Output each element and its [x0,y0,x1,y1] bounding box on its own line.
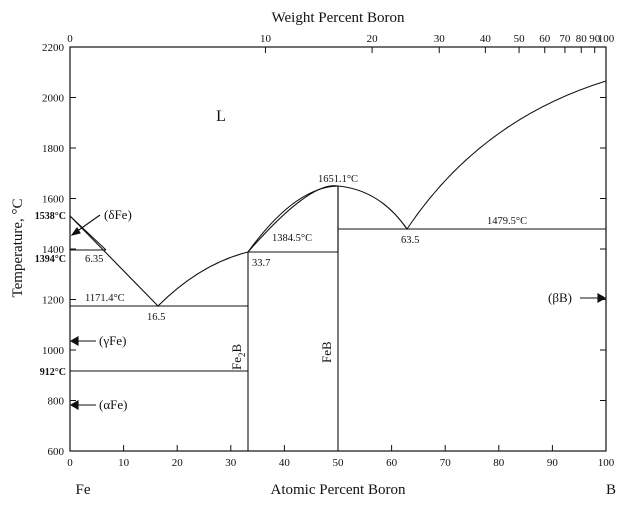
y-axis-ticks: 600 800 1000 1200 1400 1600 1800 2000 2200 [42,42,606,458]
end-label-fe: Fe [76,482,91,498]
delta-fe-label: (δFe) [104,207,132,222]
y-tick-label: 2000 [42,93,65,105]
end-label-b: B [606,482,616,498]
comp-33-7: 33.7 [252,258,270,269]
top-tick-label: 100 [598,33,615,45]
arrowhead-beta-b [597,293,607,303]
fe2b-label-main: Fe [229,357,244,370]
beta-b-label: (βB) [548,290,572,305]
top-axis-title: Weight Percent Boron [272,10,405,26]
x-tick-label: 90 [547,457,559,469]
comp-63-5: 63.5 [401,235,419,246]
temp-1538: 1538°C [35,211,66,222]
top-tick-label: 40 [480,33,492,45]
temp-912: 912°C [40,367,66,378]
fe2b-label-tail: B [229,344,244,353]
arrowhead-alpha-fe [69,400,79,410]
bottom-axis-title: Atomic Percent Boron [271,482,406,498]
x-tick-label: 0 [67,457,73,469]
comp-6-35: 6.35 [85,254,103,265]
x-tick-label: 50 [333,457,345,469]
top-tick-label: 20 [367,33,379,45]
arrowhead-gamma-fe [69,336,79,346]
temp-1651: 1651.1°C [318,174,358,185]
y-tick-label: 1200 [42,295,65,307]
top-tick-label: 60 [539,33,551,45]
top-tick-label: 80 [576,33,588,45]
x-tick-label: 80 [493,457,505,469]
top-tick-label: 10 [260,33,272,45]
fe2b-label-sub: 2 [237,353,247,358]
x-tick-label: 20 [172,457,184,469]
liquid-label: L [216,108,226,125]
y-tick-label: 600 [48,446,65,458]
top-tick-label: 90 [589,33,601,45]
x-tick-label: 40 [279,457,291,469]
comp-16-5: 16.5 [147,312,165,323]
top-tick-label: 70 [559,33,571,45]
arrow-delta-fe [75,214,101,233]
temp-1394: 1394°C [35,254,66,265]
x-tick-label: 60 [386,457,398,469]
x-tick-label: 10 [118,457,130,469]
fe2b-label: Fe2B [229,344,247,371]
alpha-fe-label: (αFe) [99,397,127,412]
temp-1479: 1479.5°C [487,216,527,227]
x-tick-label: 100 [598,457,615,469]
x-axis-ticks: 0 10 20 30 40 50 60 70 80 90 100 [67,445,615,469]
y-tick-label: 2200 [42,42,65,54]
temp-1384: 1384.5°C [272,233,312,244]
gamma-fe-label: (γFe) [99,333,126,348]
y-tick-label: 1400 [42,244,65,256]
temp-1171: 1171.4°C [85,293,125,304]
x-tick-label: 30 [225,457,237,469]
top-tick-label: 30 [434,33,446,45]
top-tick-label: 0 [67,33,73,45]
y-tick-label: 1600 [42,194,65,206]
y-tick-label: 800 [48,396,65,408]
arrowhead-delta-fe [70,226,81,236]
y-tick-label: 1800 [42,143,65,155]
delta-boundary [69,215,107,251]
y-tick-label: 1000 [42,345,65,357]
y-axis-title: Temperature, °C [10,198,26,297]
liquidus-right [247,80,607,253]
x-tick-label: 70 [440,457,452,469]
top-tick-label: 50 [514,33,526,45]
feb-label: FeB [319,341,334,363]
liquidus-left [69,185,339,307]
